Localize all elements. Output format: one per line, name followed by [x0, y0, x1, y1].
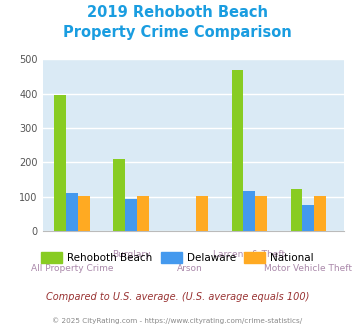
Text: © 2025 CityRating.com - https://www.cityrating.com/crime-statistics/: © 2025 CityRating.com - https://www.city… [53, 317, 302, 324]
Text: Burglary: Burglary [112, 250, 151, 259]
Legend: Rehoboth Beach, Delaware, National: Rehoboth Beach, Delaware, National [37, 248, 318, 267]
Bar [54, 95, 66, 231]
Bar [114, 159, 125, 231]
Text: Compared to U.S. average. (U.S. average equals 100): Compared to U.S. average. (U.S. average … [46, 292, 309, 302]
Text: All Property Crime: All Property Crime [31, 264, 113, 273]
Bar [243, 191, 255, 231]
Bar [66, 193, 78, 231]
Text: Larceny & Theft: Larceny & Theft [213, 250, 285, 259]
Bar [302, 205, 314, 231]
Text: Motor Vehicle Theft: Motor Vehicle Theft [264, 264, 352, 273]
Bar [137, 196, 149, 231]
Bar [78, 196, 90, 231]
Bar [290, 189, 302, 231]
Bar [255, 196, 267, 231]
Bar [196, 196, 208, 231]
Text: Property Crime Comparison: Property Crime Comparison [63, 25, 292, 40]
Text: 2019 Rehoboth Beach: 2019 Rehoboth Beach [87, 5, 268, 20]
Text: Arson: Arson [177, 264, 203, 273]
Bar [125, 199, 137, 231]
Bar [314, 196, 326, 231]
Bar [231, 70, 243, 231]
